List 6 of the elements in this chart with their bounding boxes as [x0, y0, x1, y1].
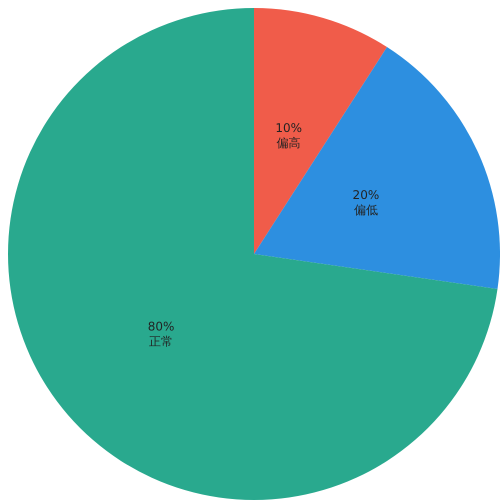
data-label: 10%: [275, 121, 302, 136]
data-label: 20%: [352, 188, 380, 202]
slice-label: 偏低: [354, 203, 378, 218]
slice-label: 偏高: [276, 136, 301, 150]
slice-label: 正常: [149, 334, 174, 349]
data-label: 80%: [148, 320, 174, 334]
